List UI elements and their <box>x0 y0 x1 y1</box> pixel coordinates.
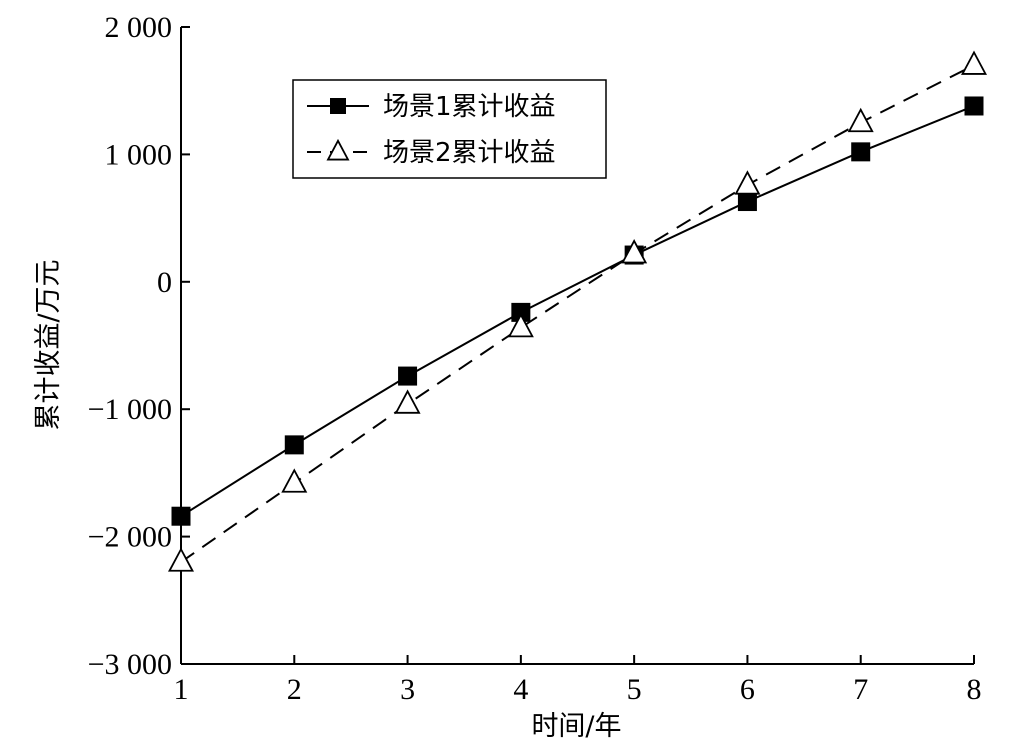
series-2-point <box>734 170 761 195</box>
series-2-point <box>167 547 195 572</box>
x-tick-label: 1 <box>174 673 189 706</box>
x-tick-label: 2 <box>287 673 302 706</box>
x-tick-label: 6 <box>740 673 755 706</box>
y-axis-title: 累计收益/万元 <box>33 259 64 430</box>
series-2-point <box>960 50 988 75</box>
legend-entry-series-1: 场景1累计收益 <box>307 92 556 122</box>
plot-lines <box>180 64 975 563</box>
series-2-point <box>281 468 308 493</box>
x-tick-label: 4 <box>513 673 528 706</box>
x-tick-label: 5 <box>627 673 642 706</box>
y-tick-label: 1 000 <box>105 138 173 171</box>
x-tick-label: 8 <box>967 673 982 706</box>
y-tick-label: −1 000 <box>88 393 172 426</box>
series-1-point <box>964 96 984 116</box>
y-tick-label: −3 000 <box>88 648 172 681</box>
legend-label: 场景1累计收益 <box>383 92 556 122</box>
series-2-point <box>507 312 534 338</box>
legend-label: 场景2累计收益 <box>383 138 556 168</box>
markers <box>167 50 988 572</box>
legend-entry-series-2: 场景2累计收益 <box>307 138 556 168</box>
series-1-point <box>851 142 871 162</box>
x-tick-label: 7 <box>853 673 868 706</box>
x-tick-label: 3 <box>400 673 415 706</box>
series-2-point <box>621 239 648 264</box>
legend-marker <box>326 138 350 161</box>
series-1-line <box>180 105 975 518</box>
x-ticks: 1 2 3 4 5 6 7 8 <box>174 655 982 706</box>
series-2-line <box>180 64 975 563</box>
y-tick-label: 2 000 <box>105 11 173 44</box>
series-2-point <box>847 107 874 133</box>
legend: 场景1累计收益 场景2累计收益 <box>292 79 607 179</box>
series-1-point <box>398 366 418 386</box>
y-tick-label: 0 <box>157 266 172 299</box>
series-2-point <box>394 389 421 414</box>
series-1-point <box>511 302 531 322</box>
legend-marker <box>330 98 346 114</box>
y-tick-label: −2 000 <box>88 521 172 554</box>
x-axis-title: 时间/年 <box>531 711 621 742</box>
legend-box <box>292 79 607 179</box>
series-1-point <box>171 506 191 526</box>
y-ticks: −3 000 −2 000 −1 000 0 1 000 2 000 <box>88 11 190 681</box>
series-1-point <box>284 435 304 455</box>
series-1-point <box>737 192 757 212</box>
